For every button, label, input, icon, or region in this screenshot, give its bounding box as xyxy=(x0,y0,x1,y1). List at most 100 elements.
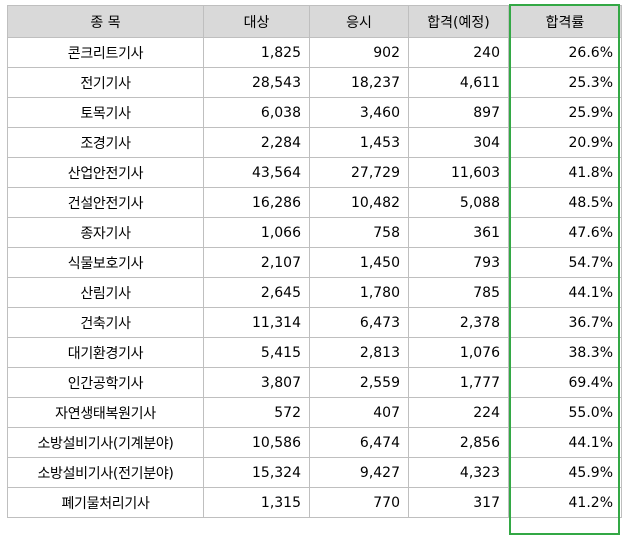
cell-category: 인간공학기사 xyxy=(7,367,204,398)
cell-examinees: 1,450 xyxy=(309,247,409,278)
table-row: 산업안전기사 43,564 27,729 11,603 41.8% xyxy=(7,157,622,188)
cell-category: 소방설비기사(기계분야) xyxy=(7,427,204,458)
cell-category: 폐기물처리기사 xyxy=(7,487,204,518)
cell-pass-rate: 45.9% xyxy=(508,457,622,488)
cell-examinees: 1,453 xyxy=(309,127,409,158)
header-passed: 합격(예정) xyxy=(408,5,509,38)
table-row: 산림기사 2,645 1,780 785 44.1% xyxy=(7,277,622,308)
cell-passed: 2,856 xyxy=(408,427,509,458)
table-row: 소방설비기사(기계분야) 10,586 6,474 2,856 44.1% xyxy=(7,427,622,458)
cell-pass-rate: 41.8% xyxy=(508,157,622,188)
table-row: 조경기사 2,284 1,453 304 20.9% xyxy=(7,127,622,158)
cell-passed: 240 xyxy=(408,37,509,68)
cell-examinees: 770 xyxy=(309,487,409,518)
cell-pass-rate: 25.3% xyxy=(508,67,622,98)
cell-category: 산림기사 xyxy=(7,277,204,308)
header-category: 종 목 xyxy=(7,5,204,38)
table-row: 콘크리트기사 1,825 902 240 26.6% xyxy=(7,37,622,68)
exam-results-table: 종 목 대상 응시 합격(예정) 합격률 콘크리트기사 1,825 902 240 26… xyxy=(7,5,622,518)
cell-pass-rate: 55.0% xyxy=(508,397,622,428)
cell-applicants: 28,543 xyxy=(203,67,310,98)
cell-examinees: 407 xyxy=(309,397,409,428)
cell-pass-rate: 54.7% xyxy=(508,247,622,278)
cell-passed: 4,611 xyxy=(408,67,509,98)
cell-passed: 361 xyxy=(408,217,509,248)
cell-examinees: 2,559 xyxy=(309,367,409,398)
cell-examinees: 758 xyxy=(309,217,409,248)
cell-pass-rate: 38.3% xyxy=(508,337,622,368)
cell-applicants: 1,825 xyxy=(203,37,310,68)
cell-pass-rate: 25.9% xyxy=(508,97,622,128)
cell-pass-rate: 44.1% xyxy=(508,427,622,458)
cell-category: 종자기사 xyxy=(7,217,204,248)
table-row: 폐기물처리기사 1,315 770 317 41.2% xyxy=(7,487,622,518)
cell-pass-rate: 47.6% xyxy=(508,217,622,248)
table-row: 소방설비기사(전기분야) 15,324 9,427 4,323 45.9% xyxy=(7,457,622,488)
cell-pass-rate: 48.5% xyxy=(508,187,622,218)
cell-passed: 897 xyxy=(408,97,509,128)
cell-passed: 1,777 xyxy=(408,367,509,398)
cell-passed: 317 xyxy=(408,487,509,518)
cell-passed: 224 xyxy=(408,397,509,428)
cell-passed: 1,076 xyxy=(408,337,509,368)
cell-category: 식물보호기사 xyxy=(7,247,204,278)
header-examinees: 응시 xyxy=(309,5,409,38)
cell-applicants: 1,315 xyxy=(203,487,310,518)
cell-examinees: 9,427 xyxy=(309,457,409,488)
cell-applicants: 11,314 xyxy=(203,307,310,338)
cell-applicants: 6,038 xyxy=(203,97,310,128)
cell-category: 산업안전기사 xyxy=(7,157,204,188)
cell-passed: 11,603 xyxy=(408,157,509,188)
header-row: 종 목 대상 응시 합격(예정) 합격률 xyxy=(7,5,622,38)
cell-applicants: 3,807 xyxy=(203,367,310,398)
table-row: 종자기사 1,066 758 361 47.6% xyxy=(7,217,622,248)
cell-category: 건축기사 xyxy=(7,307,204,338)
cell-examinees: 3,460 xyxy=(309,97,409,128)
table-row: 전기기사 28,543 18,237 4,611 25.3% xyxy=(7,67,622,98)
table-row: 건설안전기사 16,286 10,482 5,088 48.5% xyxy=(7,187,622,218)
cell-passed: 2,378 xyxy=(408,307,509,338)
table-body: 콘크리트기사 1,825 902 240 26.6% 전기기사 28,543 18,237 4,… xyxy=(7,37,622,518)
cell-applicants: 2,284 xyxy=(203,127,310,158)
cell-applicants: 15,324 xyxy=(203,457,310,488)
cell-pass-rate: 36.7% xyxy=(508,307,622,338)
table-row: 인간공학기사 3,807 2,559 1,777 69.4% xyxy=(7,367,622,398)
cell-pass-rate: 44.1% xyxy=(508,277,622,308)
cell-applicants: 2,107 xyxy=(203,247,310,278)
cell-examinees: 18,237 xyxy=(309,67,409,98)
cell-pass-rate: 26.6% xyxy=(508,37,622,68)
cell-passed: 793 xyxy=(408,247,509,278)
cell-pass-rate: 20.9% xyxy=(508,127,622,158)
cell-pass-rate: 69.4% xyxy=(508,367,622,398)
cell-category: 전기기사 xyxy=(7,67,204,98)
cell-examinees: 6,474 xyxy=(309,427,409,458)
table-row: 자연생태복원기사 572 407 224 55.0% xyxy=(7,397,622,428)
table-row: 대기환경기사 5,415 2,813 1,076 38.3% xyxy=(7,337,622,368)
cell-category: 소방설비기사(전기분야) xyxy=(7,457,204,488)
cell-examinees: 10,482 xyxy=(309,187,409,218)
cell-applicants: 5,415 xyxy=(203,337,310,368)
cell-examinees: 1,780 xyxy=(309,277,409,308)
cell-applicants: 572 xyxy=(203,397,310,428)
cell-applicants: 16,286 xyxy=(203,187,310,218)
cell-applicants: 43,564 xyxy=(203,157,310,188)
cell-examinees: 27,729 xyxy=(309,157,409,188)
table-row: 건축기사 11,314 6,473 2,378 36.7% xyxy=(7,307,622,338)
cell-pass-rate: 41.2% xyxy=(508,487,622,518)
cell-examinees: 2,813 xyxy=(309,337,409,368)
cell-examinees: 902 xyxy=(309,37,409,68)
table-row: 토목기사 6,038 3,460 897 25.9% xyxy=(7,97,622,128)
cell-applicants: 1,066 xyxy=(203,217,310,248)
cell-category: 건설안전기사 xyxy=(7,187,204,218)
cell-passed: 4,323 xyxy=(408,457,509,488)
cell-applicants: 10,586 xyxy=(203,427,310,458)
cell-passed: 304 xyxy=(408,127,509,158)
cell-category: 조경기사 xyxy=(7,127,204,158)
cell-category: 토목기사 xyxy=(7,97,204,128)
header-applicants: 대상 xyxy=(203,5,310,38)
exam-results-table-wrapper: 종 목 대상 응시 합격(예정) 합격률 콘크리트기사 1,825 902 240 26… xyxy=(7,4,622,535)
cell-category: 콘크리트기사 xyxy=(7,37,204,68)
cell-examinees: 6,473 xyxy=(309,307,409,338)
header-pass-rate: 합격률 xyxy=(508,5,622,38)
table-row: 식물보호기사 2,107 1,450 793 54.7% xyxy=(7,247,622,278)
